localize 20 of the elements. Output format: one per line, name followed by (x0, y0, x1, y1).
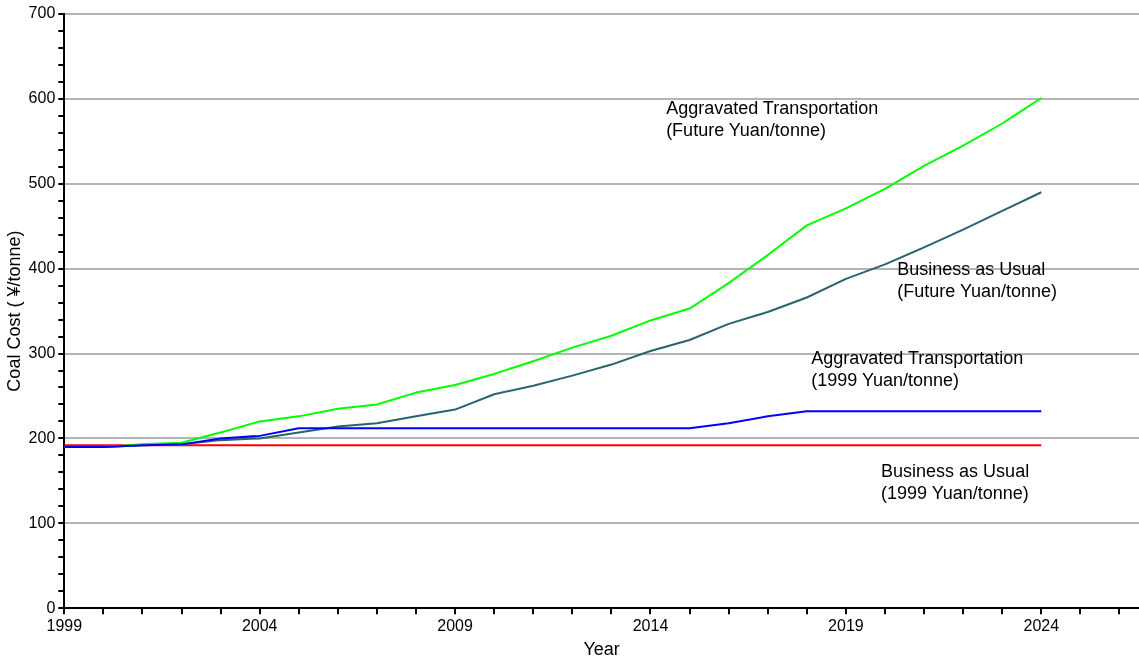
x-tick-label: 2014 (632, 617, 669, 635)
y-tick-label: 400 (28, 259, 56, 277)
y-axis-title: Coal Cost ( ¥/tonne) (3, 230, 24, 392)
x-tick-label: 2024 (1023, 617, 1060, 635)
y-tick-label: 700 (28, 4, 56, 22)
series-label: Business as Usual (1999 Yuan/tonne) (881, 460, 1030, 503)
x-tick-label: 2019 (828, 617, 864, 635)
series-label: Business as Usual (Future Yuan/tonne) (897, 258, 1057, 301)
x-tick-label: 1999 (46, 617, 83, 635)
y-tick-label: 0 (46, 598, 56, 616)
y-tick-label: 600 (28, 89, 56, 107)
y-tick-label: 200 (28, 428, 56, 446)
series-label: Aggravated Transportation (1999 Yuan/tonne) (811, 347, 1024, 390)
x-axis-title: Year (583, 639, 620, 660)
x-tick-label: 2004 (241, 617, 278, 635)
y-tick-label: 100 (28, 513, 56, 531)
y-tick-label: 300 (28, 343, 56, 361)
y-tick-label: 500 (28, 174, 56, 192)
text: Aggravated Transportation (Future Yuan/tonne) (666, 98, 879, 141)
x-tick-label: 2009 (437, 617, 473, 635)
